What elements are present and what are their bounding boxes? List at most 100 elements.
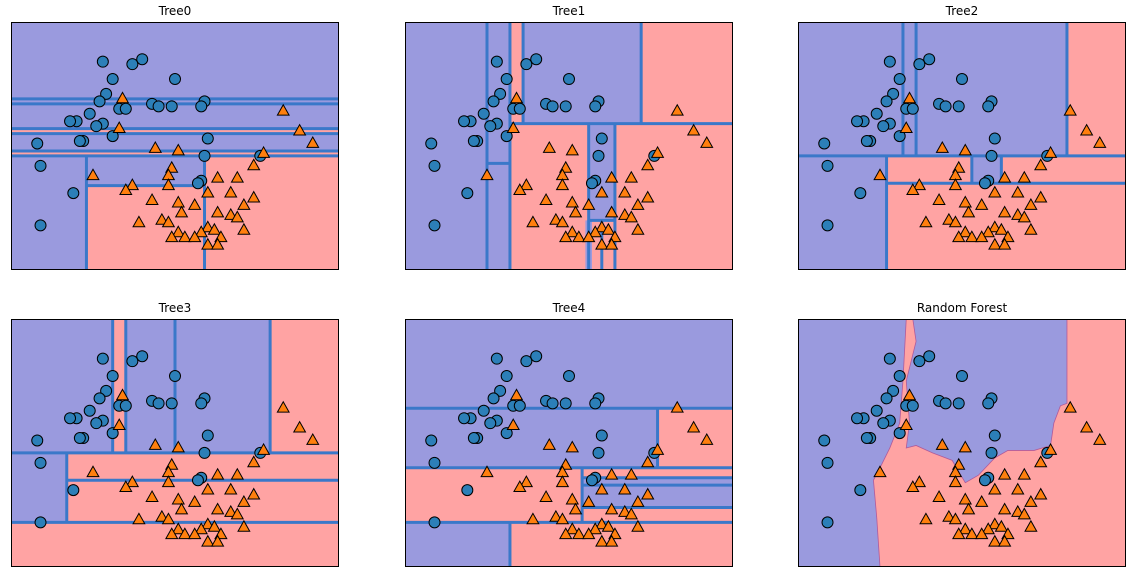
point-class0 bbox=[821, 219, 834, 232]
point-class1 bbox=[700, 433, 714, 445]
point-class1 bbox=[210, 467, 225, 480]
point-class1 bbox=[1034, 158, 1048, 171]
panel-frame bbox=[11, 22, 339, 270]
point-class0 bbox=[952, 100, 965, 113]
point-class0 bbox=[854, 484, 867, 497]
point-class1 bbox=[641, 455, 655, 468]
point-class1 bbox=[902, 388, 917, 401]
point-class1 bbox=[542, 140, 557, 153]
point-class0 bbox=[913, 58, 926, 71]
point-class1 bbox=[565, 225, 579, 238]
point-class0 bbox=[136, 350, 149, 363]
point-class0 bbox=[126, 355, 139, 368]
panel-frame bbox=[798, 22, 1126, 270]
point-class1 bbox=[1043, 145, 1058, 158]
point-class1 bbox=[997, 467, 1012, 480]
point-class1 bbox=[171, 195, 185, 208]
point-class1 bbox=[1063, 400, 1077, 413]
point-class1 bbox=[581, 198, 596, 210]
point-class1 bbox=[912, 178, 927, 191]
point-class0 bbox=[165, 397, 178, 410]
point-class1 bbox=[247, 158, 261, 171]
point-class0 bbox=[559, 397, 572, 410]
point-class1 bbox=[1034, 455, 1048, 468]
point-class1 bbox=[958, 492, 972, 505]
point-class1 bbox=[965, 230, 979, 243]
data-points bbox=[818, 53, 1107, 250]
point-class0 bbox=[880, 95, 893, 108]
point-class1 bbox=[187, 230, 202, 243]
point-class0 bbox=[83, 404, 96, 417]
point-class0 bbox=[860, 135, 873, 148]
point-class1 bbox=[572, 230, 586, 243]
data-points bbox=[425, 53, 714, 250]
point-class1 bbox=[565, 143, 579, 156]
point-class1 bbox=[224, 482, 238, 495]
point-class1 bbox=[1063, 103, 1077, 116]
point-class1 bbox=[132, 512, 146, 525]
point-class1 bbox=[119, 480, 133, 493]
point-class1 bbox=[997, 534, 1012, 547]
point-class1 bbox=[161, 475, 176, 488]
point-class1 bbox=[568, 205, 583, 218]
point-class0 bbox=[34, 219, 47, 232]
point-class0 bbox=[982, 100, 995, 113]
point-class1 bbox=[210, 237, 225, 250]
point-class0 bbox=[500, 427, 513, 440]
point-class0 bbox=[490, 352, 503, 365]
point-class0 bbox=[513, 102, 526, 115]
point-class1 bbox=[961, 502, 976, 515]
point-class0 bbox=[978, 474, 991, 487]
point-class0 bbox=[198, 149, 211, 162]
point-class0 bbox=[913, 355, 926, 368]
point-class0 bbox=[152, 397, 165, 410]
point-class0 bbox=[530, 350, 543, 363]
point-class1 bbox=[112, 121, 126, 134]
point-class1 bbox=[237, 519, 251, 532]
point-class1 bbox=[686, 420, 701, 433]
panel-4: Tree3 bbox=[11, 301, 339, 567]
point-class0 bbox=[490, 55, 503, 68]
point-class1 bbox=[1079, 123, 1094, 136]
point-class1 bbox=[595, 517, 609, 530]
point-class0 bbox=[119, 102, 132, 115]
point-class1 bbox=[178, 527, 192, 540]
point-class1 bbox=[572, 527, 586, 540]
point-class0 bbox=[67, 187, 80, 200]
point-class1 bbox=[559, 527, 573, 540]
point-class0 bbox=[73, 432, 86, 445]
point-class0 bbox=[201, 132, 214, 145]
point-class1 bbox=[519, 178, 534, 191]
point-class1 bbox=[595, 482, 609, 495]
point-class1 bbox=[942, 509, 956, 522]
panel-frame bbox=[11, 319, 339, 567]
point-class1 bbox=[161, 512, 176, 525]
point-class0 bbox=[106, 130, 119, 143]
point-class1 bbox=[961, 205, 976, 218]
point-class1 bbox=[624, 170, 639, 183]
point-class0 bbox=[93, 392, 106, 405]
point-class1 bbox=[542, 437, 557, 450]
point-class1 bbox=[581, 495, 596, 507]
point-class0 bbox=[106, 370, 119, 383]
point-class0 bbox=[530, 53, 543, 66]
plot-area bbox=[11, 319, 339, 567]
point-class1 bbox=[187, 198, 202, 210]
point-class1 bbox=[952, 230, 966, 243]
point-class1 bbox=[604, 502, 619, 515]
point-class0 bbox=[520, 355, 533, 368]
point-class1 bbox=[237, 198, 251, 210]
point-class1 bbox=[935, 437, 950, 450]
point-class1 bbox=[935, 140, 950, 153]
point-class1 bbox=[555, 215, 570, 228]
point-class1 bbox=[115, 91, 130, 104]
point-class1 bbox=[873, 465, 887, 478]
point-class1 bbox=[958, 225, 972, 238]
point-class1 bbox=[919, 512, 933, 525]
point-class1 bbox=[601, 222, 616, 235]
point-class0 bbox=[923, 53, 936, 66]
point-class1 bbox=[997, 205, 1012, 218]
plot-area bbox=[405, 319, 733, 567]
point-class1 bbox=[994, 222, 1009, 235]
point-class1 bbox=[145, 490, 159, 502]
